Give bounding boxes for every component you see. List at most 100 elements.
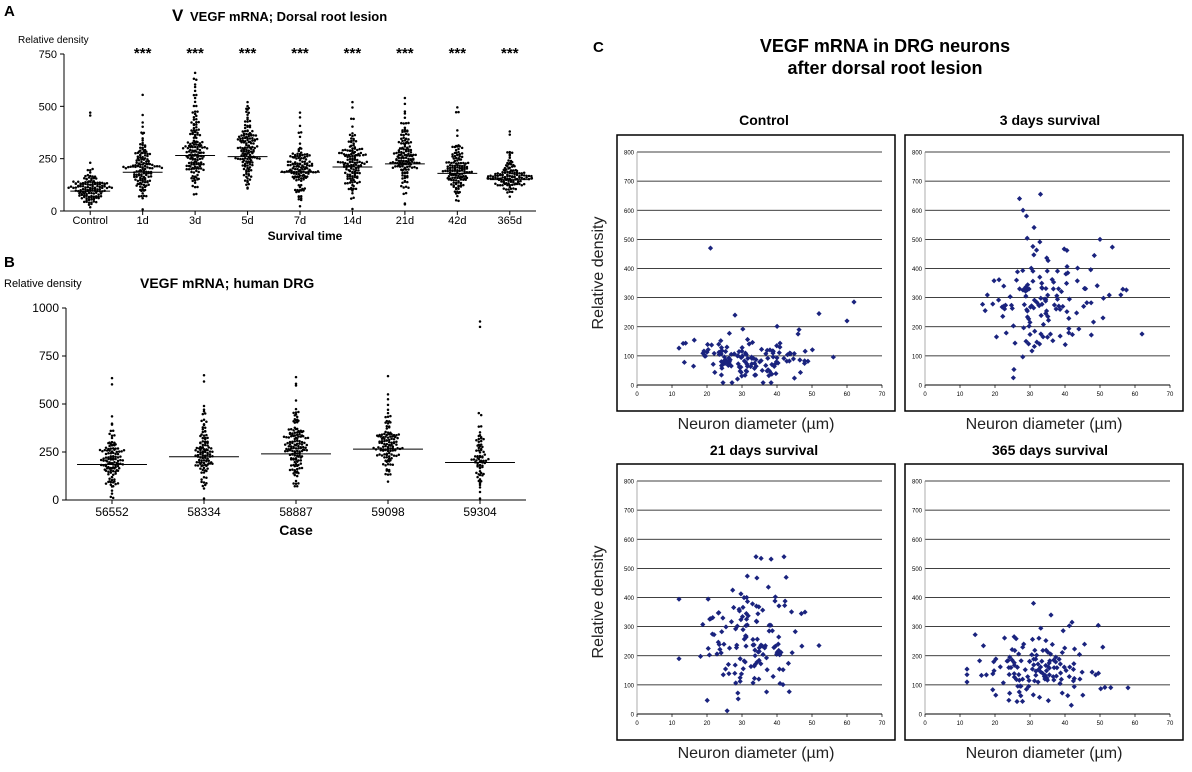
data-point (451, 155, 454, 158)
data-point (1090, 319, 1097, 325)
data-point (676, 656, 682, 662)
data-point (391, 449, 395, 452)
data-point (506, 165, 509, 168)
data-point (133, 173, 136, 177)
data-point (240, 149, 243, 153)
data-point (386, 415, 390, 418)
data-point (481, 465, 484, 469)
data-point (293, 454, 297, 457)
data-point (67, 186, 70, 189)
y-tick-label: 0 (631, 384, 635, 390)
data-point (155, 164, 159, 168)
data-point (248, 125, 252, 129)
data-point (348, 155, 352, 158)
data-point (1012, 340, 1018, 346)
data-point (744, 336, 751, 343)
data-point (348, 161, 352, 164)
data-point (86, 173, 90, 177)
data-point (386, 422, 390, 425)
data-point (384, 421, 387, 424)
data-point (990, 687, 996, 693)
data-point (723, 624, 729, 630)
data-point (395, 443, 398, 446)
data-point (478, 481, 482, 485)
y-tick-label: 500 (39, 397, 59, 411)
data-point (510, 151, 514, 154)
data-point (1013, 277, 1020, 283)
data-point (299, 194, 303, 198)
data-point (776, 647, 782, 654)
data-point (198, 145, 202, 148)
data-point (465, 176, 469, 180)
data-point (192, 136, 196, 139)
data-point (294, 407, 298, 411)
data-point (1037, 191, 1044, 197)
data-point (288, 442, 292, 446)
data-point (1043, 298, 1049, 304)
data-point (478, 325, 482, 329)
data-point (201, 412, 205, 416)
data-point (712, 369, 718, 375)
data-point (298, 135, 302, 139)
data-point (247, 170, 251, 173)
data-point (705, 596, 711, 602)
data-point (201, 443, 205, 447)
data-point (251, 151, 254, 155)
data-point (457, 110, 460, 114)
data-point (237, 135, 241, 139)
data-point (251, 136, 254, 140)
data-point (242, 173, 246, 177)
data-point (86, 185, 90, 189)
data-point (487, 457, 490, 461)
data-point (181, 146, 185, 150)
data-point (740, 666, 746, 672)
data-point (195, 461, 199, 464)
data-point (1043, 662, 1049, 669)
data-point (355, 171, 359, 175)
data-point (249, 169, 253, 172)
data-point (293, 431, 297, 434)
data-point (90, 202, 93, 206)
data-point (458, 155, 461, 158)
data-point (744, 368, 750, 375)
data-point (111, 429, 115, 433)
x-tick-label: 59098 (371, 505, 405, 519)
data-point (478, 431, 482, 434)
data-point (193, 130, 197, 134)
data-point (389, 414, 392, 418)
x-tick-label: 30 (739, 392, 746, 398)
data-point (453, 190, 457, 193)
data-point (743, 610, 749, 617)
data-point (753, 554, 759, 560)
data-point (1049, 641, 1055, 648)
x-tick-label: 60 (1132, 392, 1139, 398)
data-point (124, 167, 128, 170)
data-point (298, 204, 302, 208)
data-point (298, 442, 301, 445)
data-point (193, 165, 197, 168)
data-point (92, 192, 96, 195)
data-point (196, 185, 199, 189)
scatter-subplot-4: 365 days survival01002003004005006007008… (904, 442, 1184, 762)
data-point (86, 168, 90, 172)
data-point (352, 143, 355, 147)
data-point (735, 353, 741, 359)
significance-marker: *** (344, 45, 362, 62)
data-point (134, 152, 137, 155)
x-tick-label: 40 (774, 392, 781, 398)
data-point (135, 184, 138, 187)
data-point (743, 351, 749, 358)
data-point (143, 167, 147, 171)
data-point (482, 437, 485, 441)
data-point (400, 159, 403, 162)
data-point (1059, 690, 1065, 696)
data-point (753, 356, 759, 363)
data-point (109, 471, 113, 474)
data-point (249, 142, 253, 145)
data-point (1023, 293, 1029, 299)
data-point (105, 186, 109, 190)
data-point (245, 172, 248, 175)
data-point (1089, 669, 1095, 675)
data-point (193, 89, 197, 93)
data-point (1123, 287, 1129, 293)
